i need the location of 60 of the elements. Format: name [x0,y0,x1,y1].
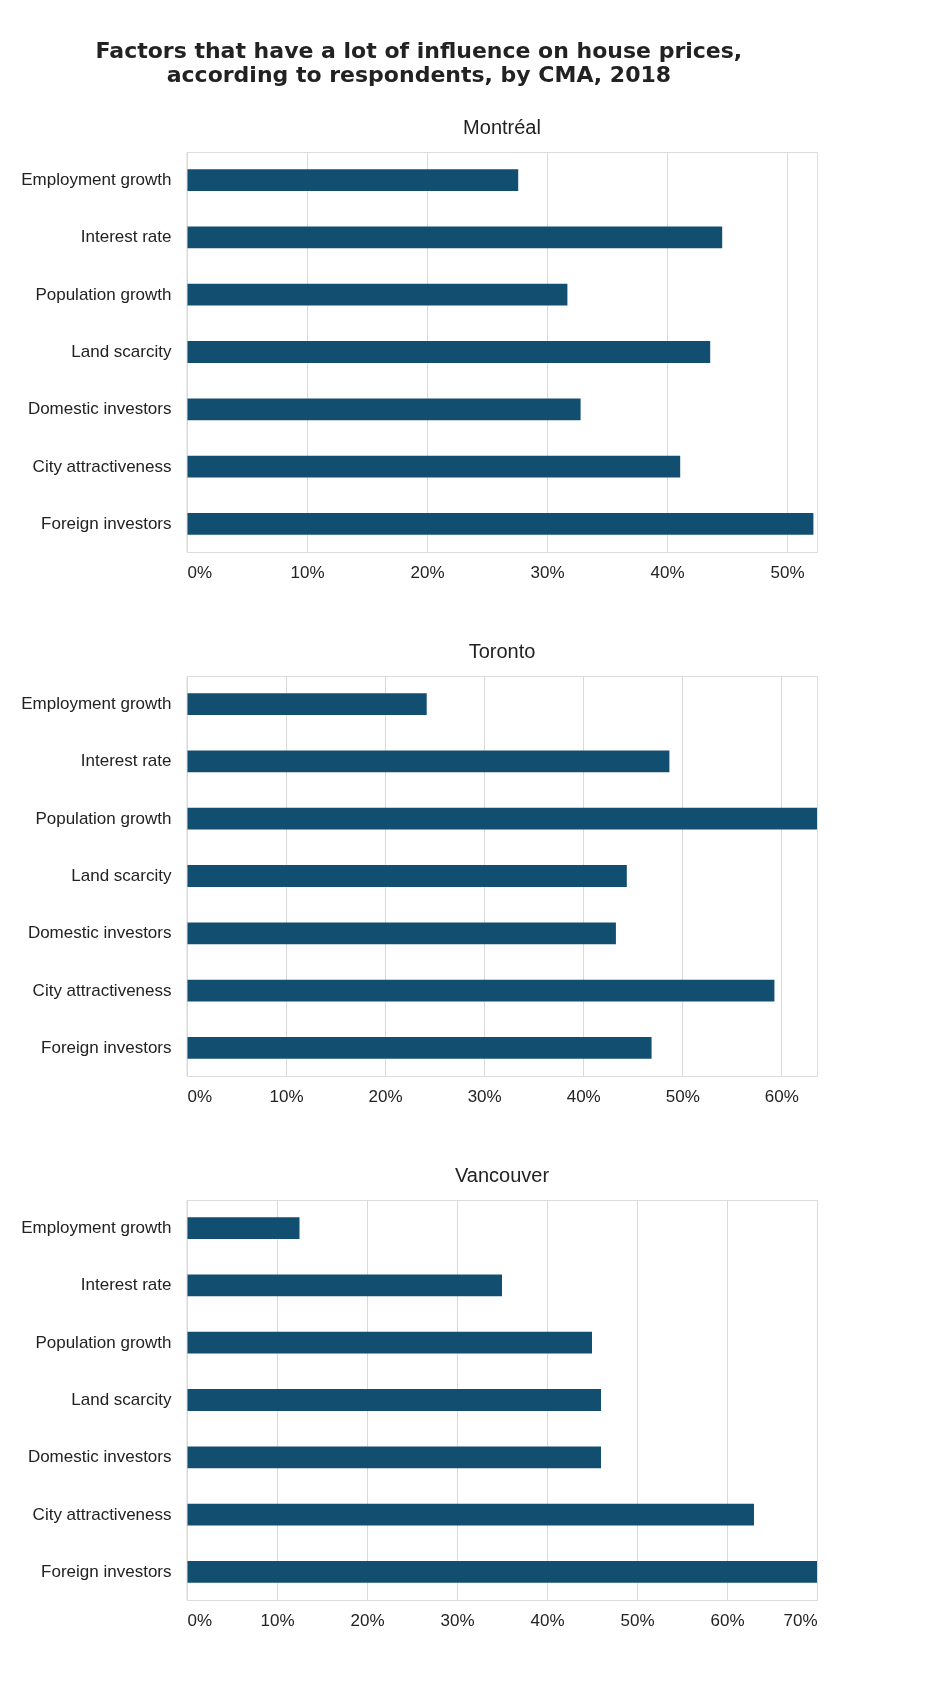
bar [187,283,568,306]
x-tick-label: 10% [269,1086,304,1106]
y-tick-label: Foreign investors [41,1037,172,1057]
y-tick-label: City attractiveness [32,1504,172,1524]
y-tick-label: Population growth [35,1332,172,1352]
y-tick-label: Land scarcity [71,342,172,361]
x-tick-label: 50% [770,562,805,582]
x-tick-label: 40% [650,562,685,582]
y-tick-label: Employment growth [21,1218,172,1238]
bar [187,226,723,249]
y-tick-label: Foreign investors [41,513,172,533]
x-tick-label: 60% [764,1086,799,1106]
y-tick-label: City attractiveness [32,980,172,1000]
chart-subtitle: Montréal [463,115,541,138]
y-tick-label: Land scarcity [71,1390,172,1409]
y-tick-label: Population growth [35,284,172,304]
y-tick-label: Domestic investors [27,923,172,943]
y-tick-label: Foreign investors [41,1561,172,1581]
chart-subtitle: Vancouver [454,1163,550,1186]
bar [187,513,814,535]
x-tick-label: 50% [665,1086,700,1106]
x-tick-label: 0% [187,562,213,582]
x-tick-label: 40% [530,1610,565,1630]
bar [187,398,581,421]
y-tick-label: Employment growth [21,694,172,714]
y-tick-label: Interest rate [80,227,172,247]
x-tick-label: 40% [566,1086,601,1106]
y-tick-label: Land scarcity [71,866,172,885]
bar [187,750,670,773]
y-tick-label: Domestic investors [27,1447,172,1467]
bar [187,693,427,715]
bar [187,341,711,363]
x-tick-label: 20% [368,1086,403,1106]
x-tick-label: 10% [260,1610,295,1630]
x-tick-label: 50% [620,1610,655,1630]
x-tick-label: 30% [440,1610,475,1630]
bar [187,979,775,1002]
x-tick-label: 70% [783,1610,818,1630]
x-tick-label: 20% [410,562,445,582]
bar [187,807,817,830]
x-tick-label: 0% [187,1610,213,1630]
bar [187,455,681,478]
x-tick-label: 30% [530,562,565,582]
y-tick-label: Employment growth [21,170,172,190]
y-tick-label: Interest rate [80,751,172,771]
y-tick-label: Domestic investors [27,399,172,419]
bar [187,169,519,191]
chart-title: Factors that have a lot of influence on house prices, according to respondents, by CMA, 2018 [95,38,743,87]
bar [187,865,627,887]
y-tick-label: Interest rate [80,1275,172,1295]
bar [187,922,616,945]
chart-subtitle: Toronto [468,639,536,662]
x-tick-label: 60% [710,1610,745,1630]
x-tick-label: 10% [290,562,325,582]
x-tick-label: 30% [467,1086,502,1106]
y-tick-label: City attractiveness [32,456,172,476]
x-tick-label: 20% [350,1610,385,1630]
y-tick-label: Population growth [35,808,172,828]
x-tick-label: 0% [187,1086,213,1106]
bar [187,1037,652,1059]
